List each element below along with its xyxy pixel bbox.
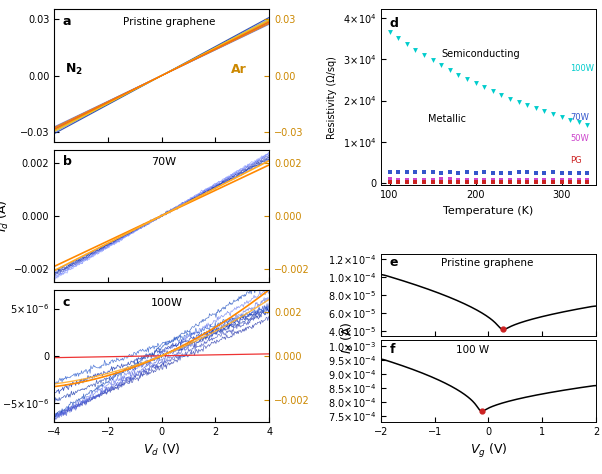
Text: d: d xyxy=(389,17,399,30)
Text: Pristine graphene: Pristine graphene xyxy=(123,18,216,27)
Text: PG: PG xyxy=(570,155,582,164)
X-axis label: $V_d$ (V): $V_d$ (V) xyxy=(143,442,181,458)
Text: 70W: 70W xyxy=(151,157,176,167)
Text: Pristine graphene: Pristine graphene xyxy=(441,258,533,268)
Text: 50W: 50W xyxy=(570,135,589,144)
X-axis label: $V_g$ (V): $V_g$ (V) xyxy=(470,442,507,460)
Text: 100W: 100W xyxy=(570,64,594,73)
Text: e: e xyxy=(389,256,398,269)
Text: Metallic: Metallic xyxy=(428,114,467,124)
Y-axis label: Resistivity (Ω/sq): Resistivity (Ω/sq) xyxy=(327,56,337,139)
Text: c: c xyxy=(63,296,70,309)
Text: 100W: 100W xyxy=(151,298,183,308)
Text: f: f xyxy=(389,343,395,356)
Text: b: b xyxy=(63,155,72,168)
Y-axis label: $I_d$ (A): $I_d$ (A) xyxy=(0,199,11,232)
Text: Ar: Ar xyxy=(231,63,246,76)
Text: $I_d$ (A): $I_d$ (A) xyxy=(340,322,356,355)
Text: 100 W: 100 W xyxy=(456,345,489,355)
Text: 70W: 70W xyxy=(570,113,589,122)
X-axis label: Temperature (K): Temperature (K) xyxy=(443,206,533,216)
Text: Semiconducting: Semiconducting xyxy=(441,49,520,59)
Text: $\mathbf{N_2}$: $\mathbf{N_2}$ xyxy=(65,62,83,77)
Text: a: a xyxy=(63,15,71,28)
